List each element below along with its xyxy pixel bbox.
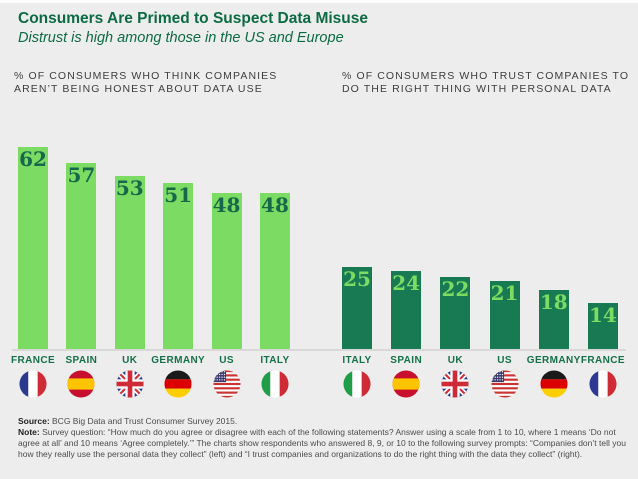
italy-flag-icon — [261, 370, 289, 398]
bar-area: 57 — [66, 139, 97, 349]
bar-value-label: 25 — [343, 267, 371, 291]
source-text: BCG Big Data and Trust Consumer Survey 2… — [49, 416, 238, 426]
bar-uk: 53 — [114, 176, 145, 349]
source-label: Source: — [18, 416, 50, 426]
bar-us: 21 — [489, 281, 520, 349]
uk-flag-icon — [116, 370, 144, 398]
bar-value-label: 14 — [589, 303, 617, 327]
note-line: Note: Survey question: “How much do you … — [18, 427, 626, 460]
bar-spain: 24 — [391, 271, 422, 349]
country-label: US — [497, 355, 512, 366]
note-text: Survey question: “How much do you agree … — [18, 427, 626, 459]
trust-panel-header: % OF CONSUMERS WHO TRUST COMPANIES TO DO… — [342, 70, 630, 95]
bar-france: 14 — [587, 303, 618, 349]
country-label: SPAIN — [65, 355, 98, 366]
trust-bar-chart: 25 ITALY 24 SPAIN 22 UK 21 US 18 GERMANY 14 FRANCE — [334, 139, 626, 398]
bar-group-uk: 53 UK — [107, 139, 153, 398]
bar-us: 48 — [211, 193, 242, 349]
bar-value-label: 48 — [261, 193, 289, 217]
distrust-bar-chart: 62 FRANCE 57 SPAIN 53 UK 51 GERMANY 48 US 48 ITALY — [10, 139, 298, 398]
chart-baseline — [12, 349, 626, 351]
bar-value-label: 51 — [164, 183, 193, 207]
bar-area: 24 — [391, 139, 422, 349]
bar-germany: 51 — [163, 183, 194, 349]
uk-flag-icon — [441, 370, 469, 398]
bar-area: 18 — [538, 139, 569, 349]
bar-group-italy: 25 ITALY — [334, 139, 380, 398]
bar-value-label: 21 — [490, 281, 519, 305]
bar-value-label: 62 — [19, 147, 47, 171]
bar-group-spain: 57 SPAIN — [58, 139, 104, 398]
bar-area: 53 — [114, 139, 145, 349]
bar-group-us: 48 US — [204, 139, 250, 398]
bar-value-label: 48 — [212, 193, 241, 217]
page-subtitle: Distrust is high among those in the US a… — [18, 30, 344, 46]
bar-germany: 18 — [538, 290, 569, 349]
country-label: US — [219, 355, 234, 366]
bar-value-label: 53 — [115, 176, 144, 200]
bar-area: 22 — [440, 139, 471, 349]
country-label: FRANCE — [10, 355, 56, 366]
country-label: UK — [447, 355, 463, 366]
bar-area: 25 — [342, 139, 372, 349]
bar-area: 14 — [587, 139, 618, 349]
bar-italy: 48 — [259, 193, 290, 349]
country-label: FRANCE — [580, 355, 625, 366]
bar-group-us: 21 US — [482, 139, 528, 398]
source-line: Source: BCG Big Data and Trust Consumer … — [18, 416, 626, 427]
country-label: GERMANY — [151, 355, 206, 366]
france-flag-icon — [19, 370, 47, 398]
bar-value-label: 22 — [441, 277, 470, 301]
bar-group-germany: 18 GERMANY — [527, 139, 580, 398]
bar-italy: 25 — [342, 267, 372, 349]
footer: Source: BCG Big Data and Trust Consumer … — [18, 416, 626, 460]
bar-uk: 22 — [440, 277, 471, 349]
us-flag-icon — [213, 370, 241, 398]
bar-group-france: 14 FRANCE — [580, 139, 626, 398]
bar-group-uk: 22 UK — [432, 139, 478, 398]
germany-flag-icon — [540, 370, 568, 398]
bar-value-label: 18 — [539, 290, 568, 314]
country-label: ITALY — [260, 355, 290, 366]
bar-value-label: 57 — [67, 163, 96, 187]
spain-flag-icon — [67, 370, 95, 398]
us-flag-icon — [491, 370, 519, 398]
bar-group-spain: 24 SPAIN — [383, 139, 429, 398]
bar-group-italy: 48 ITALY — [252, 139, 298, 398]
page-title: Consumers Are Primed to Suspect Data Mis… — [18, 10, 368, 27]
bar-value-label: 24 — [392, 271, 421, 295]
bar-area: 21 — [489, 139, 520, 349]
top-border-strip — [0, 0, 638, 3]
distrust-panel-header: % OF CONSUMERS WHO THINK COMPANIES AREN’… — [14, 70, 278, 95]
country-label: UK — [122, 355, 138, 366]
bar-area: 48 — [211, 139, 242, 349]
country-label: ITALY — [342, 355, 372, 366]
bar-area: 48 — [259, 139, 290, 349]
note-label: Note: — [18, 427, 40, 437]
country-label: GERMANY — [526, 355, 581, 366]
bar-group-france: 62 FRANCE — [10, 139, 56, 398]
country-label: SPAIN — [390, 355, 423, 366]
bar-spain: 57 — [66, 163, 97, 349]
bar-group-germany: 51 GERMANY — [151, 139, 205, 398]
bar-france: 62 — [18, 147, 48, 349]
bar-area: 51 — [163, 139, 194, 349]
spain-flag-icon — [392, 370, 420, 398]
italy-flag-icon — [343, 370, 371, 398]
germany-flag-icon — [164, 370, 192, 398]
bar-area: 62 — [18, 139, 48, 349]
france-flag-icon — [589, 370, 617, 398]
